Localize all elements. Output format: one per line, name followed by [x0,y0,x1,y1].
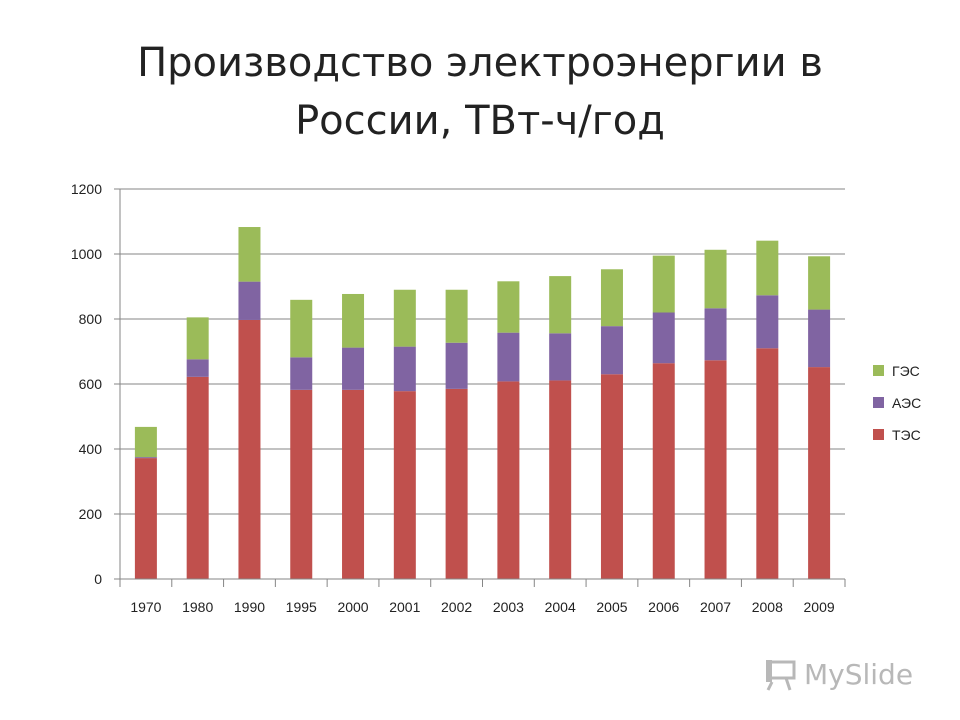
bar-ТЭС-1995 [290,389,313,579]
bar-ТЭС-1970 [134,458,157,579]
bars [134,227,831,579]
legend-label-ТЭС: ТЭС [892,427,921,443]
bar-ГЭС-2006 [652,255,675,313]
bar-АЭС-2007 [704,308,727,361]
x-tick-label: 2005 [596,599,627,615]
bar-ГЭС-2004 [549,276,572,334]
legend-label-ГЭС: ГЭС [892,363,920,379]
axes: 0 200 400 600 800 1000 1200 1970 1980 1990 1995 200… [71,181,846,615]
bar-АЭС-2001 [393,346,416,392]
x-tick-label: 2004 [545,599,576,615]
bar-ГЭС-2003 [497,281,520,333]
bar-ТЭС-2001 [393,391,416,579]
bar-ГЭС-2001 [393,289,416,347]
bar-ТЭС-2003 [497,381,520,579]
bar-ГЭС-2008 [756,240,779,296]
bar-АЭС-2003 [497,332,520,382]
legend-swatch-ГЭС [873,365,884,376]
y-tick-label: 600 [79,376,103,392]
y-tick-label: 1000 [71,246,102,262]
bar-АЭС-2004 [549,333,572,381]
x-tick-label: 2002 [441,599,472,615]
y-tick-label: 200 [79,506,103,522]
x-tick-label: 1980 [182,599,213,615]
bar-АЭС-2002 [445,342,468,389]
bar-ТЭС-2008 [756,348,779,579]
bar-АЭС-1970 [134,457,157,459]
bar-ГЭС-2002 [445,289,468,343]
x-tick-label: 2007 [700,599,731,615]
bar-ТЭС-2002 [445,388,468,579]
bar-АЭС-2009 [808,309,831,368]
bar-ТЭС-2007 [704,360,727,579]
bar-ГЭС-2000 [342,293,365,348]
bar-АЭС-1995 [290,357,313,390]
bar-АЭС-1980 [186,359,209,377]
x-tick-label: 1970 [130,599,161,615]
bar-ТЭС-2004 [549,380,572,579]
bar-ГЭС-1995 [290,299,313,358]
bar-ТЭС-2006 [652,363,675,579]
x-tick-label: 2008 [752,599,783,615]
bar-ТЭС-2005 [600,374,623,579]
bar-АЭС-2008 [756,295,779,349]
bar-ТЭС-2009 [808,367,831,579]
x-tick-label: 1990 [234,599,265,615]
legend-swatch-ТЭС [873,429,884,440]
y-tick-label: 400 [79,441,103,457]
bar-ГЭС-1980 [186,317,209,360]
y-tick-label: 800 [79,311,103,327]
x-tick-label: 2009 [804,599,835,615]
x-tick-label: 2000 [337,599,368,615]
presentation-board-icon [764,657,798,691]
watermark-text: MySlide [804,657,914,691]
bar-ТЭС-2000 [342,389,365,579]
bar-ТЭС-1980 [186,376,209,579]
x-tick-label: 1995 [286,599,317,615]
chart-title: Производство электроэнергии в России, ТВ… [137,40,823,144]
y-tick-label: 0 [94,571,102,587]
bar-ГЭС-2007 [704,249,727,309]
gridlines [120,188,845,580]
bar-АЭС-2000 [342,347,365,390]
bar-ГЭС-2005 [600,269,623,327]
bar-ГЭС-1970 [134,426,157,458]
legend-swatch-АЭС [873,397,884,408]
bar-АЭС-2006 [652,312,675,364]
bar-ТЭС-1990 [238,319,261,579]
legend: ГЭС АЭС ТЭС [873,363,921,443]
x-tick-label: 2006 [648,599,679,615]
bar-АЭС-1990 [238,281,261,320]
bar-АЭС-2005 [600,326,623,375]
legend-label-АЭС: АЭС [892,395,921,411]
x-tick-label: 2001 [389,599,420,615]
x-tick-label: 2003 [493,599,524,615]
bar-ГЭС-2009 [808,256,831,310]
bar-ГЭС-1990 [238,227,261,282]
myslide-logo: MySlide [764,652,934,696]
y-tick-label: 1200 [71,181,102,197]
